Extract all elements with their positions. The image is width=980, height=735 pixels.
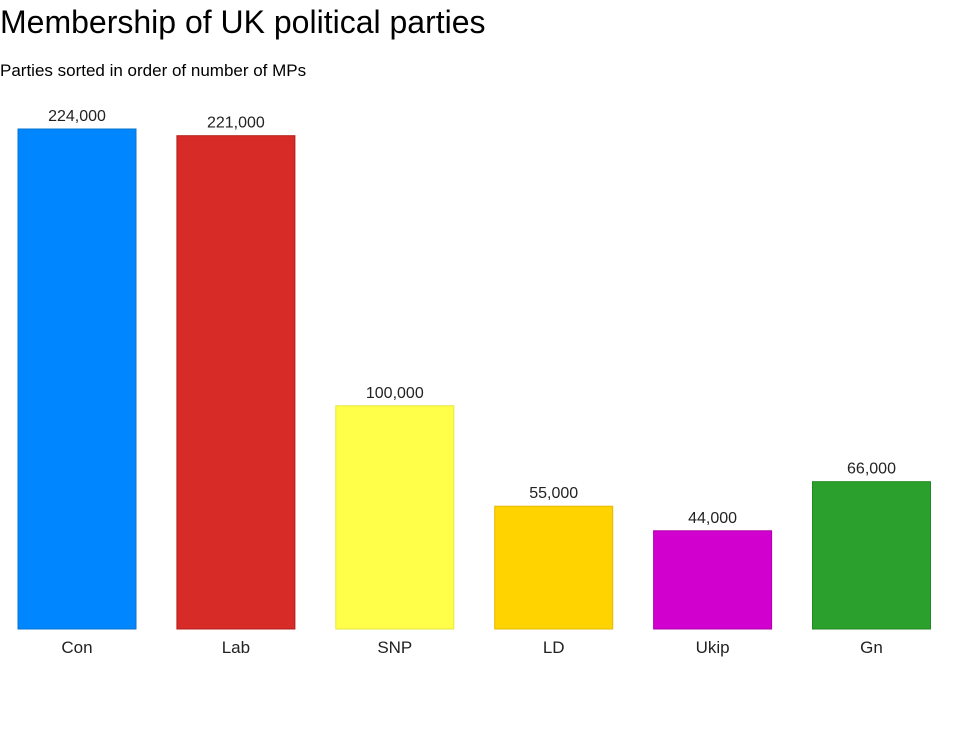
bar-con bbox=[17, 128, 137, 630]
bar-snp bbox=[335, 405, 455, 630]
x-tick-label-lab: Lab bbox=[222, 638, 250, 657]
chart-subtitle: Parties sorted in order of number of MPs bbox=[0, 61, 307, 80]
chart-title: Membership of UK political parties bbox=[0, 4, 486, 40]
bar-ld bbox=[494, 505, 614, 630]
bar-lab bbox=[176, 135, 296, 630]
value-label-ukip: 44,000 bbox=[688, 510, 737, 527]
value-label-gn: 66,000 bbox=[847, 461, 896, 478]
x-tick-label-gn: Gn bbox=[860, 638, 883, 657]
x-tick-label-snp: SNP bbox=[377, 638, 412, 657]
x-tick-label-ukip: Ukip bbox=[696, 638, 730, 657]
value-label-con: 224,000 bbox=[48, 108, 106, 125]
x-tick-label-con: Con bbox=[61, 638, 92, 657]
value-label-lab: 221,000 bbox=[207, 115, 265, 132]
x-tick-label-ld: LD bbox=[543, 638, 565, 657]
value-label-snp: 100,000 bbox=[366, 385, 424, 402]
value-label-ld: 55,000 bbox=[529, 485, 578, 502]
bar-gn bbox=[812, 481, 931, 630]
bar-ukip bbox=[653, 530, 773, 630]
